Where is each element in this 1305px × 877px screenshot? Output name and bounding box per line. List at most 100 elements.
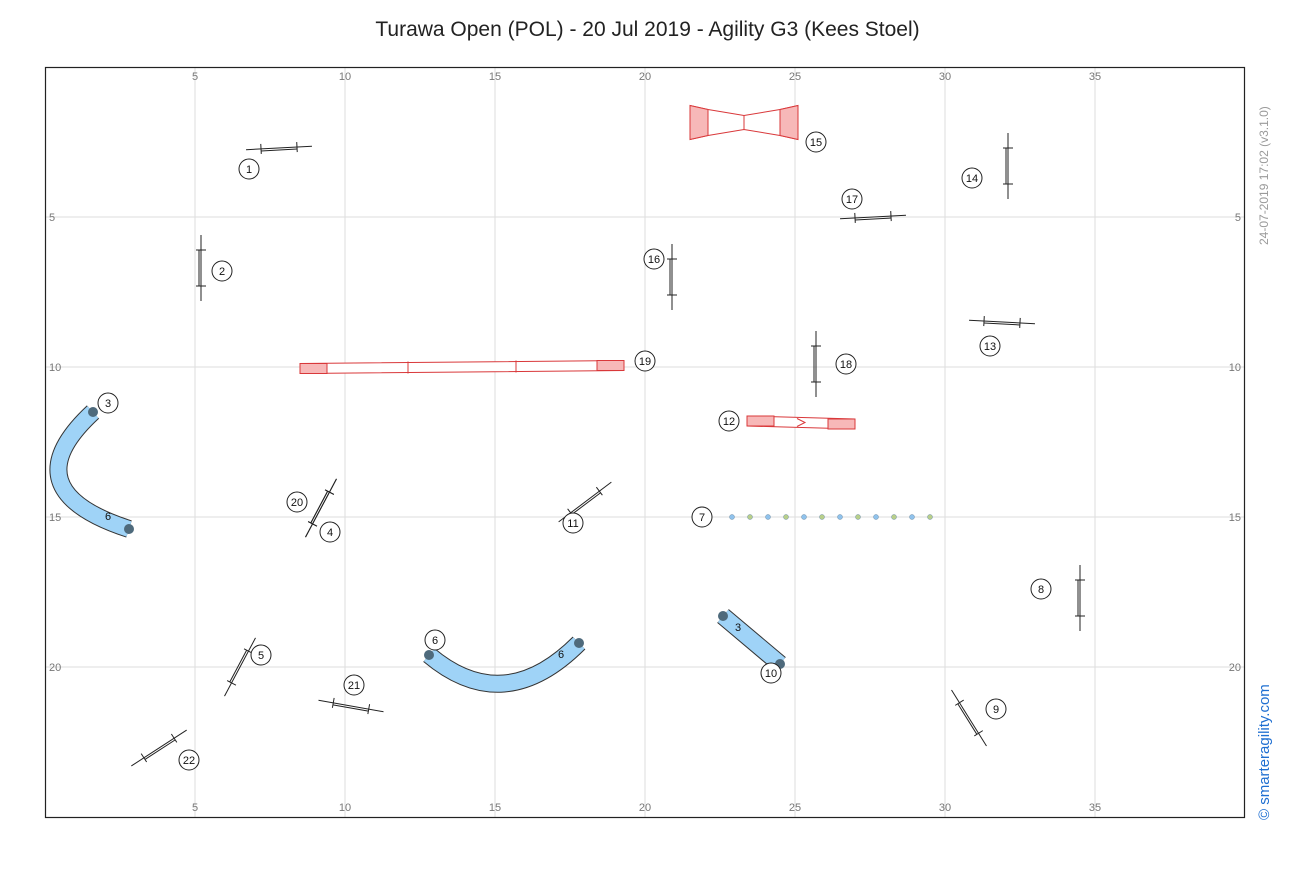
seesaw-direction-arrow [796,418,807,427]
number-label-14-circle [961,167,983,189]
number-label-4: 4 [327,527,333,539]
y-tick-label-left: 10 [49,362,61,374]
jump-wing-line [951,689,987,747]
x-tick-label-bottom: 35 [1089,802,1101,814]
weave-pole [927,514,933,520]
tunnel-length-label: 6 [558,649,564,661]
jump-bar [332,704,369,712]
jump-bar [144,739,176,760]
number-label-9: 9 [993,704,999,716]
number-label-20: 20 [291,497,303,509]
number-label-13: 13 [984,341,996,353]
seesaw-contact [827,418,856,430]
weave-pole [783,514,789,520]
jump-14 [1003,133,1013,199]
number-label-7-circle [691,506,713,528]
number-label-9-circle [985,698,1007,720]
number-label-16-circle [643,248,665,270]
number-label-12: 12 [723,416,735,428]
jump-wing-line [840,214,906,220]
number-label-21-circle [343,674,365,696]
number-label-3-circle [97,392,119,414]
weave-pole [729,514,735,520]
dogwalk [299,359,625,375]
number-label-4-circle [319,521,341,543]
jump-post [854,212,856,223]
jump-post [974,730,984,737]
tunnel-10: 3 [717,609,786,671]
jump-wing-line [969,319,1035,325]
dogwalk-plank [299,359,625,375]
dogwalk-contact [596,360,625,371]
jump-post [983,316,985,327]
x-tick-label-top: 15 [489,71,501,83]
number-label-3: 3 [105,398,111,410]
tunnel-end [88,407,98,417]
x-tick-label-top: 25 [789,71,801,83]
y-tick-label-left: 15 [49,512,61,524]
seesaw-contact [746,415,775,427]
jump-post [170,733,178,743]
jump-bar [855,217,892,221]
timestamp: 24-07-2019 17:02 (v3.1.0) [1257,106,1271,245]
jump-post [226,680,237,686]
jump-1 [246,142,312,154]
number-label-20-circle [286,491,308,513]
number-label-16: 16 [648,254,660,266]
number-label-2-circle [211,260,233,282]
tunnel-end [124,524,134,534]
jump-9 [951,689,987,747]
tunnel-end [424,650,434,660]
x-tick-label-top: 35 [1089,71,1101,83]
number-label-10-circle [760,662,782,684]
jump-21 [318,697,384,715]
weave-poles [729,514,933,520]
jump-wing-line [246,145,312,151]
brand-link[interactable]: © smarteragility.com [1256,684,1273,820]
number-label-17: 17 [846,194,858,206]
jump-bar [261,148,298,152]
x-tick-label-top: 5 [192,71,198,83]
jump-post [296,142,298,153]
x-tick-label-bottom: 5 [192,802,198,814]
aframe-contact [779,104,799,141]
jump-post [324,489,335,495]
tunnel-end [574,638,584,648]
number-label-15: 15 [810,137,822,149]
jump-post [367,704,371,715]
jump-wing-line [305,478,337,538]
number-label-8-circle [1030,578,1052,600]
aframe [689,104,799,141]
tunnel-length-label: 6 [105,511,111,523]
number-label-19-circle [634,350,656,372]
number-label-17-circle [841,188,863,210]
jump-20 [305,478,337,538]
jump-bar [957,703,978,735]
y-tick-label-right: 20 [1229,662,1241,674]
obstacles: 6 6 3 [49,104,1085,767]
number-label-2: 2 [219,266,225,278]
jump-bar [571,492,601,515]
weave-pole [747,514,753,520]
number-label-15-circle [805,131,827,153]
number-label-1: 1 [246,164,252,176]
weave-pole [891,514,897,520]
number-label-8: 8 [1038,584,1044,596]
weave-pole [855,514,861,520]
aframe-contact [689,104,709,141]
tunnel-body [423,637,585,692]
number-label-22-circle [178,749,200,771]
weave-pole [837,514,843,520]
jump-post [307,521,318,527]
y-tick-label-right: 5 [1235,212,1241,224]
arena-border [44,66,1246,819]
jump-post [140,753,148,763]
jump-post [890,211,892,222]
weave-pole [801,514,807,520]
number-label-18: 18 [840,359,852,371]
tunnel-body [717,609,786,671]
jump-post [1019,317,1021,328]
number-label-5: 5 [258,650,264,662]
x-tick-label-top: 30 [939,71,951,83]
